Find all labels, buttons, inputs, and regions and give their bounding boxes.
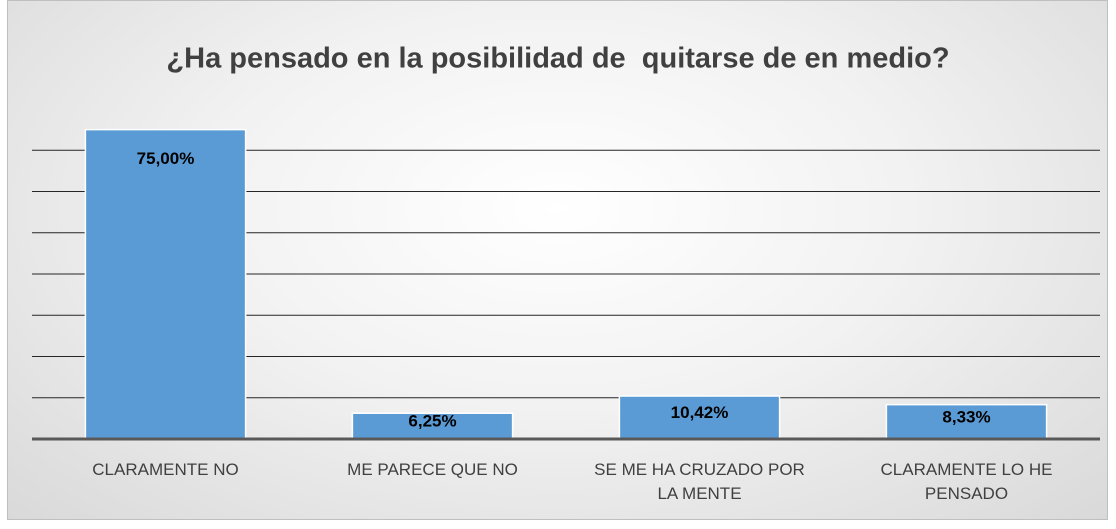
x-tick-label: CLARAMENTE NO [92,460,239,479]
chart-title: ¿Ha pensado en la posibilidad de quitars… [166,43,949,75]
data-label: 10,42% [671,403,729,422]
bar [84,128,247,440]
data-label: 75,00% [137,149,195,168]
data-label: 8,33% [942,407,990,426]
bar [351,412,514,440]
data-label: 6,25% [408,412,456,431]
x-tick-label: SE ME HA CRUZADO POR LA MENTE [594,460,805,503]
x-tick-label: ME PARECE QUE NO [347,460,518,479]
bar [618,395,781,440]
x-tick-label: CLARAMENTE LO HE PENSADO [880,460,1053,503]
